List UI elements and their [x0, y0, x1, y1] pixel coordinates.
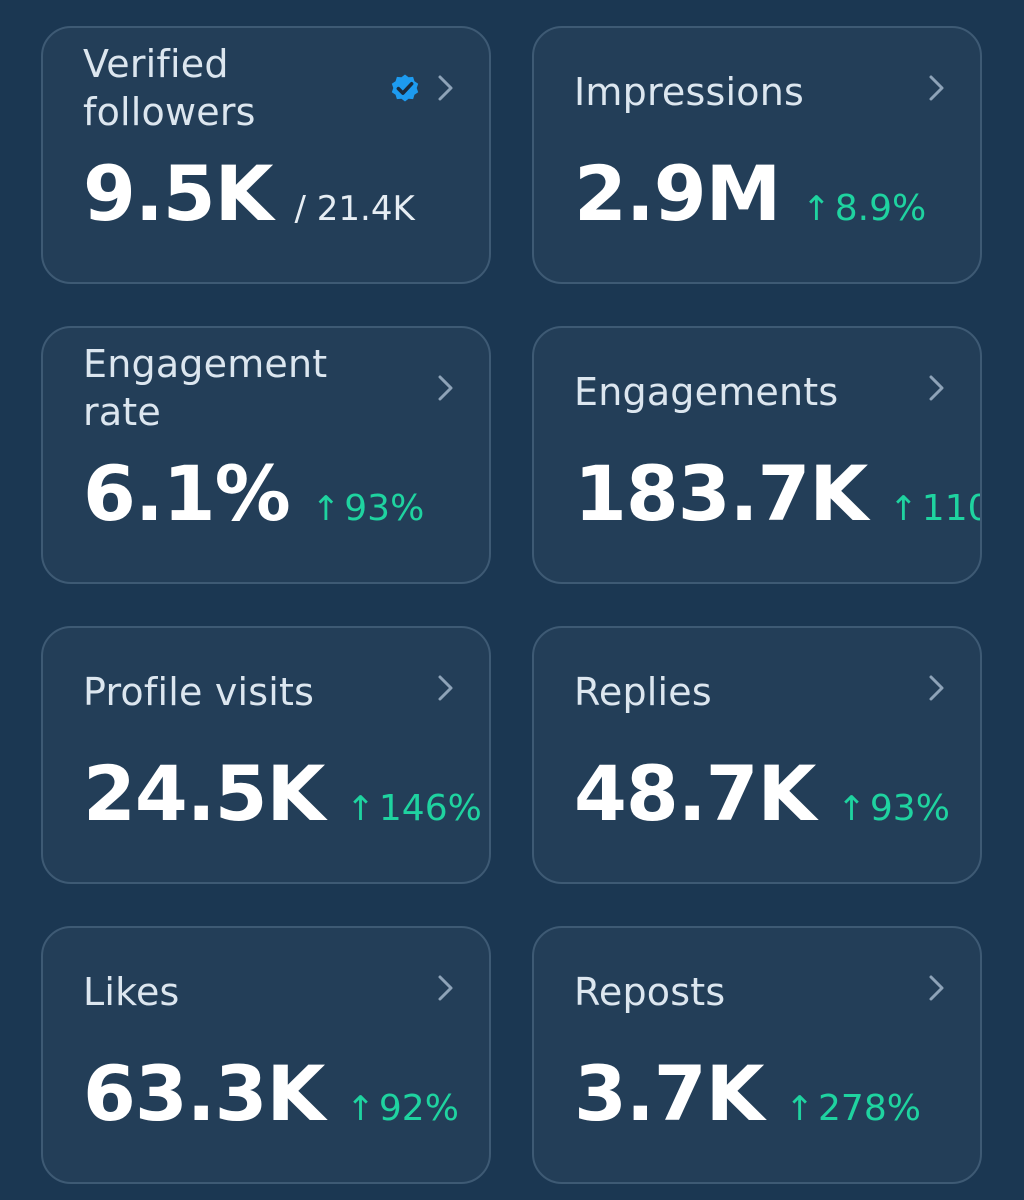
- chevron-right-icon[interactable]: [429, 372, 461, 404]
- card-title: Impressions: [574, 70, 804, 114]
- chevron-right-icon[interactable]: [920, 672, 952, 704]
- title-line-2: followers: [83, 90, 256, 134]
- metric-value: 6.1%: [83, 449, 291, 538]
- card-title: Engagements: [574, 370, 839, 414]
- metric-value: 2.9M: [574, 149, 781, 238]
- arrow-up-icon: ↑: [785, 1089, 815, 1129]
- value-row: 24.5K ↑ 146%: [83, 756, 482, 832]
- metric-total: / 21.4K: [294, 189, 415, 229]
- verified-followers-card[interactable]: Verified followers 9.5K / 21.4K: [41, 26, 491, 284]
- metric-value: 183.7K: [574, 449, 868, 538]
- arrow-up-icon: ↑: [889, 489, 918, 529]
- value-row: 6.1% ↑ 93%: [83, 456, 424, 532]
- chevron-right-icon[interactable]: [920, 972, 952, 1004]
- value-row: 63.3K ↑ 92%: [83, 1056, 459, 1132]
- metric-value: 9.5K: [83, 149, 274, 238]
- metric-value: 48.7K: [574, 749, 816, 838]
- metric-change: ↑ 278%: [786, 1088, 921, 1129]
- metric-change: ↑ 8.9%: [802, 188, 926, 229]
- chevron-right-icon[interactable]: [920, 72, 952, 104]
- impressions-card[interactable]: Impressions 2.9M ↑ 8.9%: [532, 26, 982, 284]
- metric-value: 24.5K: [83, 749, 325, 838]
- chevron-right-icon[interactable]: [429, 72, 461, 104]
- metric-value: 63.3K: [83, 1049, 325, 1138]
- value-row: 48.7K ↑ 93%: [574, 756, 950, 832]
- card-title: Replies: [574, 670, 712, 714]
- card-title: Profile visits: [83, 670, 315, 714]
- metric-change: ↑ 110%: [889, 488, 980, 529]
- metric-value: 3.7K: [574, 1049, 765, 1138]
- change-value: 8.9%: [834, 188, 927, 229]
- card-title: Engagement rate: [83, 340, 383, 436]
- engagement-rate-card[interactable]: Engagement rate 6.1% ↑ 93%: [41, 326, 491, 584]
- arrow-up-icon: ↑: [802, 189, 831, 229]
- value-row: 183.7K ↑ 110%: [574, 449, 980, 538]
- change-value: 92%: [378, 1088, 459, 1129]
- metric-change: ↑ 92%: [346, 1088, 459, 1129]
- value-row: 9.5K / 21.4K: [83, 156, 415, 232]
- replies-card[interactable]: Replies 48.7K ↑ 93%: [532, 626, 982, 884]
- reposts-card[interactable]: Reposts 3.7K ↑ 278%: [532, 926, 982, 1184]
- change-value: 93%: [344, 488, 425, 529]
- engagements-card[interactable]: Engagements 183.7K ↑ 110%: [532, 326, 982, 584]
- value-row: 2.9M ↑ 8.9%: [574, 156, 926, 232]
- arrow-up-icon: ↑: [346, 789, 375, 829]
- change-value: 146%: [378, 788, 482, 829]
- title-line-1: Engagement: [83, 342, 328, 386]
- metric-change: ↑ 93%: [312, 488, 425, 529]
- title-line-1: Verified: [83, 42, 229, 86]
- verified-badge-icon: [391, 74, 419, 102]
- title-line-2: rate: [83, 390, 161, 434]
- card-title: Verified followers: [83, 40, 383, 136]
- metric-change: ↑ 146%: [346, 788, 481, 829]
- metric-change: ↑ 93%: [837, 788, 950, 829]
- change-value: 110%: [921, 488, 980, 529]
- chevron-right-icon[interactable]: [920, 372, 952, 404]
- card-title: Reposts: [574, 970, 726, 1014]
- card-title: Likes: [83, 970, 180, 1014]
- likes-card[interactable]: Likes 63.3K ↑ 92%: [41, 926, 491, 1184]
- arrow-up-icon: ↑: [837, 789, 866, 829]
- profile-visits-card[interactable]: Profile visits 24.5K ↑ 146%: [41, 626, 491, 884]
- change-value: 93%: [869, 788, 950, 829]
- chevron-right-icon[interactable]: [429, 672, 461, 704]
- arrow-up-icon: ↑: [311, 489, 341, 529]
- arrow-up-icon: ↑: [346, 1089, 375, 1129]
- chevron-right-icon[interactable]: [429, 972, 461, 1004]
- value-row: 3.7K ↑ 278%: [574, 1056, 921, 1132]
- change-value: 278%: [818, 1088, 921, 1129]
